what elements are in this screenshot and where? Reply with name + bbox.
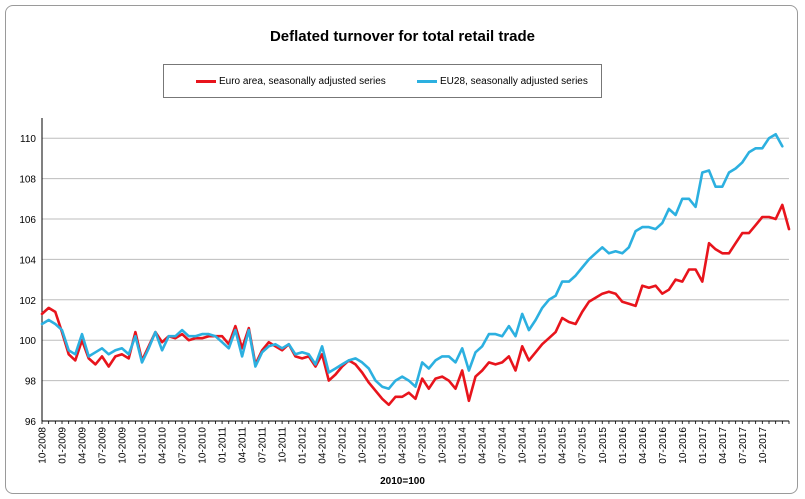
- y-tick-label: 104: [19, 255, 36, 266]
- x-tick-label: 04-2015: [558, 427, 569, 464]
- x-tick-label: 10-2017: [758, 427, 769, 464]
- series-line-eu28: [40, 132, 784, 391]
- x-tick-label: 04-2009: [78, 427, 89, 464]
- x-tick-label: 04-2011: [238, 427, 249, 463]
- x-tick-label: 01-2016: [618, 427, 629, 464]
- chart-title: Deflated turnover for total retail trade: [269, 28, 536, 45]
- x-axis-label: 2010=100: [380, 476, 425, 487]
- y-tick-label: 96: [25, 417, 37, 428]
- y-tick-label: 106: [19, 215, 36, 226]
- legend-label-euro-area: Euro area, seasonally adjusted series: [219, 76, 386, 87]
- x-tick-label: 04-2013: [398, 427, 409, 464]
- x-tick-label: 01-2012: [298, 427, 309, 464]
- legend-label-eu28: EU28, seasonally adjusted series: [440, 76, 588, 87]
- x-tick-label: 10-2008: [38, 427, 49, 464]
- x-tick-label: 04-2016: [638, 427, 649, 464]
- x-tick-label: 07-2015: [578, 427, 589, 464]
- x-tick-label: 07-2014: [498, 427, 509, 464]
- legend-swatch-eu28: [417, 80, 437, 83]
- x-tick-label: 01-2015: [538, 427, 549, 464]
- x-tick-label: 01-2014: [458, 427, 469, 464]
- x-tick-label: 07-2012: [338, 427, 349, 464]
- x-tick-label: 07-2010: [178, 427, 189, 464]
- x-tick-label: 04-2010: [158, 427, 169, 464]
- legend-swatch-euro-area: [196, 80, 216, 83]
- x-tick-label: 01-2013: [378, 427, 389, 464]
- x-tick-label: 10-2016: [678, 427, 689, 464]
- x-tick-label: 04-2012: [318, 427, 329, 464]
- y-tick-label: 108: [19, 175, 36, 186]
- x-tick-label: 01-2017: [698, 427, 709, 464]
- x-tick-label: 10-2010: [198, 427, 209, 464]
- y-tick-label: 110: [20, 134, 36, 145]
- x-tick-label: 04-2014: [478, 427, 489, 464]
- x-tick-label: 07-2013: [418, 427, 429, 464]
- x-tick-label: 07-2016: [658, 427, 669, 464]
- x-tick-label: 04-2017: [718, 427, 729, 464]
- x-tick-label: 01-2010: [138, 427, 149, 464]
- x-tick-label: 07-2011: [258, 427, 269, 463]
- series-line-euro-area: [40, 203, 791, 407]
- legend: Euro area, seasonally adjusted series EU…: [163, 64, 602, 98]
- legend-item-euro-area: Euro area, seasonally adjusted series: [196, 76, 386, 87]
- x-tick-label: 10-2012: [358, 427, 369, 464]
- y-tick-label: 98: [25, 377, 37, 388]
- x-tick-label: 10-2015: [598, 427, 609, 464]
- y-tick-label: 100: [19, 336, 36, 347]
- x-tick-label: 01-2011: [218, 427, 229, 463]
- x-tick-label: 07-2017: [738, 427, 749, 464]
- y-tick-label: 102: [19, 296, 36, 307]
- x-tick-label: 07-2009: [98, 427, 109, 464]
- x-tick-label: 10-2013: [438, 427, 449, 464]
- x-tick-label: 01-2009: [58, 427, 69, 464]
- x-tick-label: 10-2009: [118, 427, 129, 464]
- x-tick-label: 10-2011: [278, 427, 289, 463]
- x-tick-label: 10-2014: [518, 427, 529, 464]
- legend-item-eu28: EU28, seasonally adjusted series: [417, 76, 588, 87]
